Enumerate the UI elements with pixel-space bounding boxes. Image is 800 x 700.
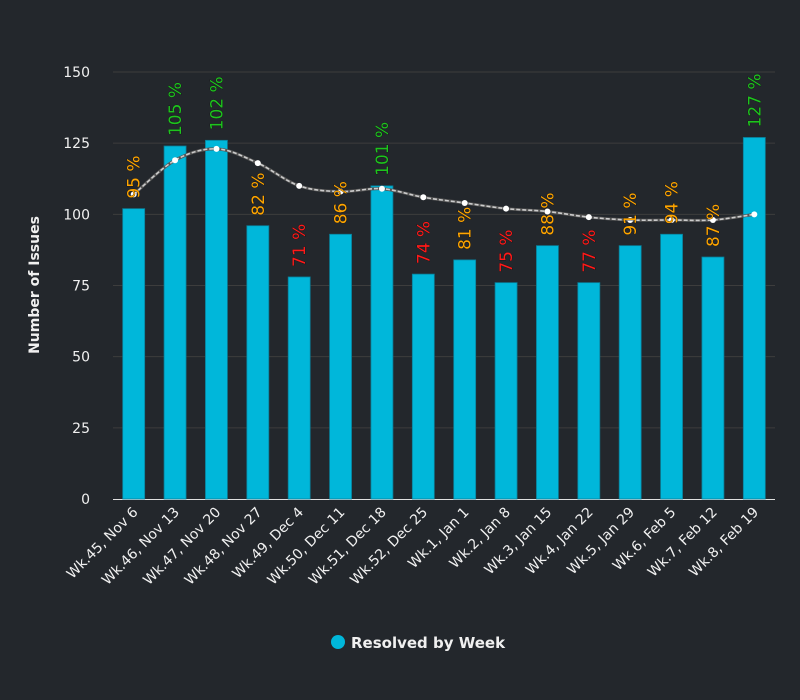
bar	[742, 137, 766, 500]
bar	[701, 256, 725, 500]
trend-point	[503, 205, 510, 212]
bar	[246, 225, 270, 500]
bar	[122, 208, 146, 500]
trend-point	[337, 188, 344, 195]
legend-label: Resolved by Week	[351, 634, 506, 652]
data-label: 75 %	[497, 229, 517, 272]
data-label: 81 %	[456, 207, 476, 250]
trend-point	[254, 160, 261, 167]
y-tick-label: 75	[72, 279, 90, 295]
data-label: 74 %	[414, 221, 434, 264]
data-label: 127 %	[745, 73, 765, 127]
trend-point	[172, 157, 179, 164]
trend-point	[296, 182, 303, 189]
bar	[205, 139, 228, 500]
data-label: 77 %	[580, 229, 600, 272]
bar	[618, 245, 642, 500]
data-label: 87 %	[704, 204, 724, 247]
y-tick-label: 125	[63, 136, 90, 152]
bar	[411, 273, 435, 500]
bar	[370, 185, 394, 500]
data-label: 95 %	[125, 155, 145, 198]
trend-point	[709, 217, 716, 224]
bar	[287, 276, 311, 500]
data-label: 94 %	[663, 181, 683, 224]
y-tick-label: 50	[72, 350, 90, 366]
data-label: 91 %	[621, 192, 641, 235]
x-tick-label: Wk.45, Nov 6	[64, 504, 142, 582]
trend-line	[133, 148, 755, 222]
trend-point	[544, 208, 551, 215]
trend-point	[461, 199, 468, 206]
y-tick-label: 25	[72, 421, 90, 437]
y-tick-label: 0	[81, 492, 90, 508]
trend-point	[130, 191, 137, 198]
y-axis-title: Number of Issues	[27, 216, 43, 354]
trend-point	[420, 194, 427, 201]
legend-marker	[331, 635, 345, 649]
bar	[577, 282, 601, 500]
trend-point	[585, 214, 592, 221]
data-label: 86 %	[332, 181, 352, 224]
data-label: 71 %	[290, 224, 310, 267]
bar	[163, 145, 187, 500]
data-label: 82 %	[249, 173, 269, 216]
trend-point	[668, 217, 675, 224]
data-label: 102 %	[207, 76, 227, 130]
bar	[536, 245, 559, 500]
trend-point	[378, 185, 385, 192]
trend-point	[213, 145, 220, 152]
x-tick-label: Wk.49, Dec 4	[230, 504, 308, 582]
y-tick-label: 100	[63, 207, 90, 223]
data-label: 101 %	[373, 122, 393, 176]
bar	[453, 259, 477, 500]
trend-point	[751, 211, 758, 218]
data-label: 105 %	[166, 82, 186, 136]
bar	[329, 233, 352, 500]
bar	[494, 282, 518, 500]
trend-point	[627, 217, 634, 224]
bar	[660, 233, 683, 500]
data-label: 88 %	[538, 192, 558, 235]
y-tick-label: 150	[63, 65, 90, 81]
